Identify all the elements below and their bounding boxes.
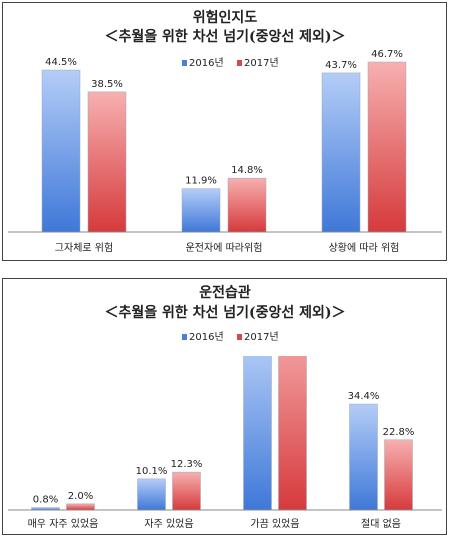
bar	[181, 188, 221, 232]
value-label: 38.5%	[91, 79, 123, 90]
legend-label: 2017년	[244, 57, 279, 69]
chart-subtitle: ＜추월을 위한 차선 넘기(중앙선 제외)＞	[104, 304, 345, 321]
bar	[243, 356, 272, 510]
value-label: 22.8%	[383, 427, 415, 438]
x-tick-label: 그자체로 위험	[55, 241, 113, 254]
legend-label: 2016년	[189, 57, 224, 69]
x-tick-label: 가끔 있었음	[250, 518, 299, 530]
value-label: 46.7%	[371, 49, 403, 60]
bar	[367, 61, 407, 232]
bar	[321, 72, 361, 232]
bar	[31, 507, 60, 510]
legend-swatch	[237, 60, 242, 66]
panel-border	[2, 2, 447, 261]
value-label: 34.4%	[348, 391, 380, 402]
bar	[172, 471, 201, 510]
bar	[278, 356, 307, 510]
chart-title: 위험인지도	[193, 9, 258, 26]
bar	[87, 91, 127, 232]
bar	[137, 478, 166, 510]
bar	[227, 177, 267, 232]
value-label: 11.9%	[185, 176, 217, 187]
legend-swatch	[182, 334, 187, 340]
value-label: 2.0%	[68, 491, 93, 502]
bar	[66, 503, 95, 510]
x-tick-label: 절대 없음	[361, 517, 401, 530]
x-tick-label: 상황에 따라 위험	[329, 241, 400, 254]
legend-label: 2016년	[189, 331, 224, 343]
x-tick-label: 운전자에 따라위험	[186, 241, 263, 254]
value-label: 10.1%	[136, 466, 168, 477]
plot	[41, 61, 407, 232]
chart-subtitle: ＜추월을 위한 차선 넘기(중앙선 제외)＞	[104, 28, 345, 45]
x-tick-label: 매우 자주 있었음	[28, 518, 99, 530]
value-label: 43.7%	[325, 60, 357, 71]
bar	[41, 69, 81, 232]
bar	[349, 403, 378, 510]
bar	[384, 439, 413, 510]
legend-swatch	[237, 334, 242, 340]
legend-label: 2017년	[244, 331, 279, 343]
value-label: 14.8%	[231, 165, 263, 176]
x-tick-label: 자주 있었음	[144, 518, 193, 530]
legend-swatch	[182, 60, 187, 66]
panel-border	[2, 278, 447, 535]
plot	[31, 356, 413, 510]
value-label: 44.5%	[45, 57, 77, 68]
value-label: 0.8%	[33, 495, 58, 506]
chart-title: 운전습관	[199, 284, 251, 301]
value-label: 12.3%	[171, 459, 203, 470]
